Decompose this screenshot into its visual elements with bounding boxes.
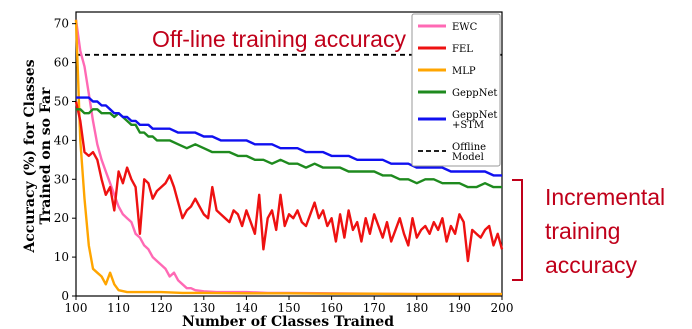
legend-label: GeppNet — [452, 110, 497, 121]
legend-label: MLP — [452, 66, 476, 77]
y-tick-label: 10 — [54, 250, 69, 264]
y-tick-label: 20 — [54, 211, 69, 225]
legend-label: GeppNet — [452, 88, 497, 99]
y-tick-label: 50 — [54, 94, 69, 108]
x-tick-label: 190 — [448, 301, 471, 315]
series-line-fel — [74, 101, 504, 263]
y-tick-label: 30 — [54, 172, 69, 186]
offline-accuracy-annotation: Off-line training accuracy — [152, 26, 406, 52]
x-tick-label: 110 — [107, 301, 130, 315]
series-line-geppnet-stm — [76, 96, 502, 177]
legend-label: Model — [452, 152, 484, 163]
legend-label: +STM — [452, 120, 484, 131]
x-tick-label: 160 — [320, 301, 343, 315]
x-tick-label: 120 — [150, 301, 173, 315]
x-tick-label: 100 — [65, 301, 88, 315]
y-axis-label-line-1: Accuracy (%) for Classes — [22, 59, 38, 253]
legend-label: Offline — [452, 142, 486, 153]
x-tick-label: 200 — [491, 301, 514, 315]
y-tick-label: 0 — [61, 289, 69, 303]
x-tick-label: 150 — [278, 301, 301, 315]
incremental-bracket — [512, 179, 523, 281]
x-tick-label: 170 — [363, 301, 386, 315]
y-axis-label: Accuracy (%) for Classes Trained on so F… — [22, 59, 54, 253]
x-axis-label: Number of Classes Trained — [182, 314, 394, 329]
x-tick-label: 130 — [192, 301, 215, 315]
legend-label: EWC — [452, 22, 478, 33]
series-line-mlp — [74, 19, 502, 296]
x-tick-label: 180 — [405, 301, 428, 315]
y-axis-label-line-2: Trained on so Far — [38, 87, 54, 225]
incremental-accuracy-annotation: Incremental training accuracy — [545, 180, 665, 282]
y-tick-label: 70 — [54, 17, 69, 31]
y-axis-ticks: 0 10 20 30 40 50 60 70 — [54, 17, 76, 303]
x-tick-label: 140 — [235, 301, 258, 315]
x-axis-ticks: 100 110 120 130 140 150 160 170 180 190 200 — [65, 296, 514, 315]
incremental-annotation-line-2: training — [545, 218, 621, 244]
y-tick-label: 40 — [54, 133, 69, 147]
incremental-annotation-line-3: accuracy — [545, 252, 638, 278]
incremental-annotation-line-1: Incremental — [545, 184, 666, 210]
legend-label: FEL — [452, 44, 473, 55]
legend-box — [411, 13, 501, 167]
y-tick-label: 60 — [54, 56, 69, 70]
